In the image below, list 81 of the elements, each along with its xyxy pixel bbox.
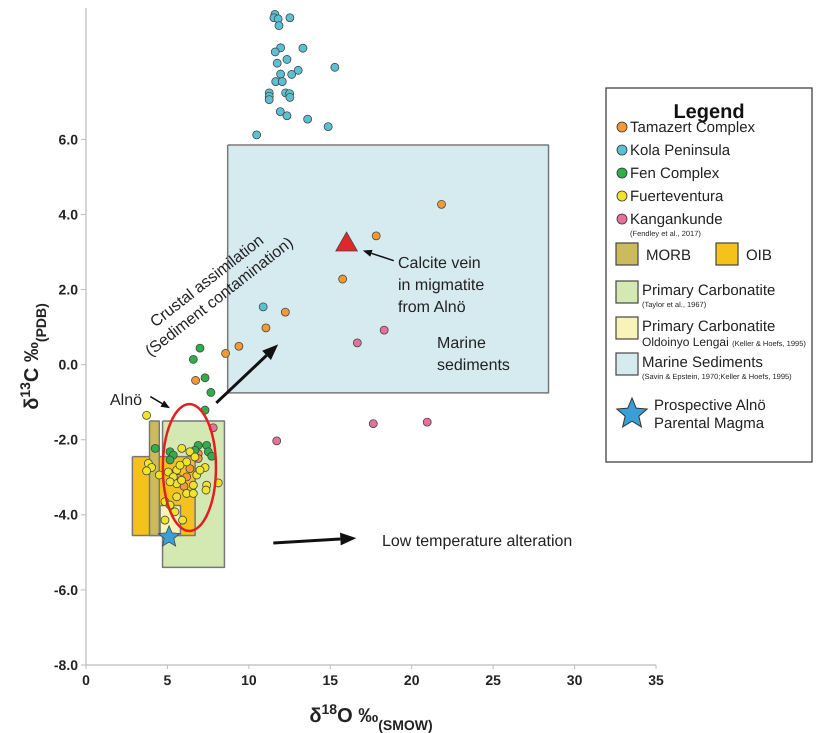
- point: [262, 323, 270, 332]
- point: [287, 70, 296, 79]
- x-tick-label: 15: [322, 672, 338, 688]
- annotation: Low temperature alteration: [382, 533, 572, 550]
- y-tick-label: 0.0: [58, 356, 78, 373]
- point: [368, 419, 378, 428]
- y-tick-label: 6.0: [58, 131, 78, 148]
- annotation: Marine sediments: [437, 335, 510, 374]
- point: [142, 466, 151, 476]
- point: [142, 410, 151, 420]
- legend-label: OIB: [746, 247, 772, 264]
- point: [294, 66, 303, 75]
- y-tick-label: -2.0: [54, 432, 78, 448]
- point: [276, 70, 286, 78]
- legend-title: Legend: [673, 101, 745, 123]
- point: [272, 58, 282, 68]
- point: [186, 464, 194, 474]
- annotation: Alnö: [110, 392, 142, 409]
- point: [166, 456, 174, 464]
- point: [372, 231, 381, 240]
- point: [278, 77, 287, 86]
- point: [285, 13, 294, 22]
- point: [280, 308, 290, 316]
- point: [285, 92, 294, 102]
- point: [172, 492, 182, 502]
- legend-label: Fen Complex: [630, 165, 720, 182]
- y-tick-label: 4.0: [58, 206, 78, 222]
- point: [160, 516, 170, 524]
- point: [282, 55, 292, 64]
- point: [282, 111, 292, 120]
- point: [234, 342, 244, 351]
- point: [188, 480, 198, 490]
- point: [158, 525, 180, 546]
- x-tick-label: 25: [485, 672, 502, 688]
- point: [276, 107, 285, 116]
- point: [324, 122, 333, 132]
- point: [200, 373, 210, 382]
- point: [298, 44, 308, 53]
- point: [274, 21, 284, 30]
- point: [202, 486, 210, 494]
- x-tick-label: 20: [404, 672, 420, 688]
- annotation: Calcite vein in migmatite from Alnö: [398, 255, 484, 316]
- point: [196, 466, 204, 475]
- point: [177, 444, 186, 453]
- point: [264, 95, 274, 104]
- x-tick-label: 5: [164, 672, 172, 688]
- x-axis-title: δ$^{18}$O ‰$_{(SMOW)}$: [309, 701, 433, 733]
- point: [191, 376, 200, 385]
- point: [178, 516, 187, 524]
- x-tick-label: 10: [241, 672, 257, 688]
- point: [188, 489, 198, 498]
- point: [330, 62, 340, 72]
- y-tick-label: -6.0: [54, 582, 78, 598]
- legend-label: Prospective Alnö Parental Magma: [654, 397, 766, 432]
- y-tick-label: -8.0: [54, 656, 78, 673]
- legend-label: MORB: [646, 247, 691, 264]
- point: [303, 114, 312, 124]
- point: [422, 418, 432, 426]
- x-tick-label: 30: [566, 672, 583, 688]
- point: [338, 274, 348, 284]
- point: [380, 326, 389, 335]
- x-tick-label: 35: [648, 672, 664, 688]
- y-tick-label: 2.0: [58, 281, 78, 298]
- point: [272, 436, 282, 446]
- point: [206, 388, 216, 397]
- x-tick-label: 0: [82, 672, 90, 688]
- point: [182, 457, 192, 466]
- legend-label: Fuerteventura: [630, 188, 724, 205]
- legend-label: Kola Peninsula: [630, 142, 731, 159]
- point: [252, 130, 262, 140]
- point: [176, 460, 184, 470]
- point: [190, 452, 200, 462]
- point: [166, 477, 174, 486]
- point: [177, 476, 186, 485]
- point: [186, 447, 194, 456]
- point: [221, 348, 230, 358]
- point: [437, 200, 446, 209]
- point: [352, 338, 362, 348]
- y-tick-label: -4.0: [54, 506, 78, 523]
- point: [150, 444, 160, 453]
- point: [270, 48, 280, 56]
